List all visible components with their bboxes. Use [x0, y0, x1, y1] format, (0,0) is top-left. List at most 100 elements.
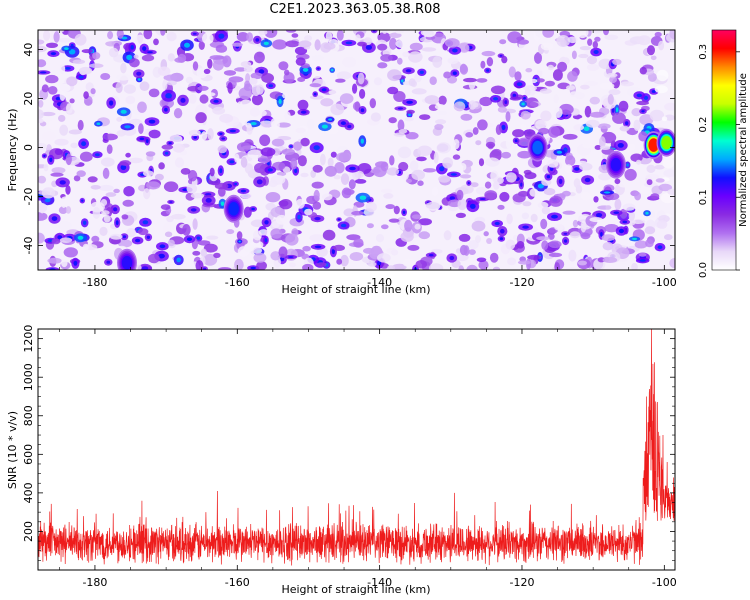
heatmap-cell [603, 191, 611, 194]
x-tick-label: -100 [652, 576, 677, 589]
heatmap-cell [486, 57, 494, 67]
heatmap-cell [556, 150, 563, 154]
heatmap-cell [589, 217, 603, 223]
heatmap-cell [662, 157, 675, 169]
heatmap-cell [68, 129, 82, 135]
heatmap-cell [517, 150, 532, 159]
heatmap-cell [455, 212, 466, 218]
heatmap-cell [541, 240, 549, 250]
heatmap-cell [495, 124, 502, 135]
heatmap-cell [187, 170, 198, 182]
heatmap-cell [589, 111, 605, 118]
heatmap-cell [136, 264, 142, 270]
heatmap-cell [276, 122, 291, 128]
heatmap-cell [367, 261, 377, 267]
heatmap-cell [457, 198, 467, 211]
heatmap-cell [227, 93, 242, 99]
heatmap-cell [100, 157, 115, 167]
heatmap-cell [639, 259, 646, 262]
heatmap-cell [461, 146, 472, 157]
heatmap-cell [203, 267, 207, 270]
heatmap-cell [397, 107, 404, 110]
heatmap-y-ticks: -40 -20 0 20 40 [22, 43, 675, 254]
heatmap-cell [648, 98, 661, 108]
heatmap-cell [163, 222, 172, 234]
heatmap-cell [59, 64, 66, 75]
y-tick-label: -20 [22, 188, 35, 206]
heatmap-cell [351, 210, 364, 216]
heatmap-cell [98, 184, 114, 192]
heatmap-cell [352, 83, 358, 94]
heatmap-cell [226, 229, 235, 235]
heatmap-cell [205, 198, 212, 203]
heatmap-cell [59, 124, 69, 136]
heatmap-cell [340, 173, 350, 186]
y-tick-label: 1000 [22, 363, 35, 391]
heatmap-cell [434, 123, 444, 131]
heatmap-cell [184, 42, 190, 48]
heatmap-cell [449, 196, 455, 201]
heatmap-cell [54, 138, 69, 146]
heatmap-cell [324, 74, 336, 86]
heatmap-cell [405, 69, 412, 73]
heatmap-cell [39, 71, 47, 74]
heatmap-cell [41, 84, 49, 93]
heatmap-cell [126, 228, 136, 238]
heatmap-cell [302, 67, 309, 72]
heatmap-cell [264, 220, 269, 225]
heatmap-cell [447, 57, 459, 65]
heatmap-cell [81, 49, 94, 54]
heatmap-cell [664, 102, 675, 111]
heatmap-cell [236, 231, 243, 240]
heatmap-cell [443, 71, 452, 79]
heatmap-cell [275, 214, 288, 225]
heatmap-cell [253, 162, 268, 174]
heatmap-cell [340, 223, 347, 228]
heatmap-cell [631, 108, 642, 117]
heatmap-cell [250, 72, 263, 80]
heatmap-cell [281, 148, 295, 155]
heatmap-feature [648, 138, 659, 152]
heatmap-cell [514, 139, 518, 143]
heatmap-cell [476, 257, 487, 263]
heatmap-cell [54, 148, 63, 155]
heatmap-cell [218, 33, 225, 39]
heatmap-cell [599, 136, 606, 149]
heatmap-cell [201, 131, 208, 141]
heatmap-cell [312, 164, 323, 173]
heatmap-cell [527, 101, 539, 108]
heatmap-cell [116, 30, 124, 39]
heatmap-cell [522, 201, 532, 207]
snr-y-ticks: 200 400 600 800 1000 1200 [22, 325, 675, 561]
heatmap-cell [600, 232, 603, 237]
heatmap-cell [558, 103, 574, 115]
heatmap-cell [193, 135, 197, 139]
heatmap-cell [188, 129, 201, 137]
heatmap-cell [186, 237, 193, 241]
heatmap-cell [38, 212, 48, 221]
heatmap-cell [505, 172, 517, 183]
heatmap-cell [527, 254, 542, 260]
heatmap-cell [164, 231, 173, 238]
heatmap-cell [182, 224, 191, 236]
heatmap-cell [428, 263, 444, 270]
heatmap-cell [214, 182, 229, 190]
heatmap-cell [123, 84, 136, 94]
heatmap-cell [73, 260, 78, 266]
heatmap-cell [322, 229, 336, 241]
heatmap-cell [106, 144, 113, 154]
heatmap-cell [57, 235, 63, 240]
heatmap-cell [645, 173, 660, 180]
heatmap-cell [209, 55, 225, 60]
heatmap-cell [77, 119, 84, 131]
heatmap-cell [134, 34, 146, 45]
heatmap-cell [154, 173, 164, 181]
heatmap-cell [458, 265, 464, 270]
heatmap-cell [43, 154, 46, 158]
snr-panel: -180 -160 -140 -120 -100 200 400 600 800 1000 120… [6, 325, 677, 596]
heatmap-cell [105, 192, 117, 197]
heatmap-cell [231, 42, 243, 47]
y-tick-label: 800 [22, 405, 35, 426]
heatmap-cell [250, 122, 257, 126]
heatmap-cell [252, 247, 262, 255]
